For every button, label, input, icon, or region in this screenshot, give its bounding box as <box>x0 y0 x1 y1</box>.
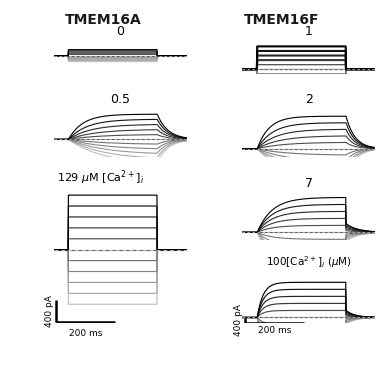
Text: 200 ms: 200 ms <box>69 329 102 338</box>
Text: 200 ms: 200 ms <box>258 326 291 335</box>
Title: 2: 2 <box>305 93 313 106</box>
Title: 1: 1 <box>305 24 313 38</box>
Text: 129 $\mu$M [Ca$^{2+}$]$_i$: 129 $\mu$M [Ca$^{2+}$]$_i$ <box>57 168 144 186</box>
Text: 100[Ca$^{2+}$]$_i$ ($\mu$M): 100[Ca$^{2+}$]$_i$ ($\mu$M) <box>266 254 352 270</box>
Text: TMEM16A: TMEM16A <box>65 13 142 27</box>
Text: 400 pA: 400 pA <box>234 305 243 337</box>
Text: 400 pA: 400 pA <box>45 296 54 327</box>
Text: TMEM16F: TMEM16F <box>244 13 319 27</box>
Title: 0: 0 <box>116 24 124 38</box>
Title: 0.5: 0.5 <box>110 93 130 106</box>
Title: 7: 7 <box>305 177 313 190</box>
